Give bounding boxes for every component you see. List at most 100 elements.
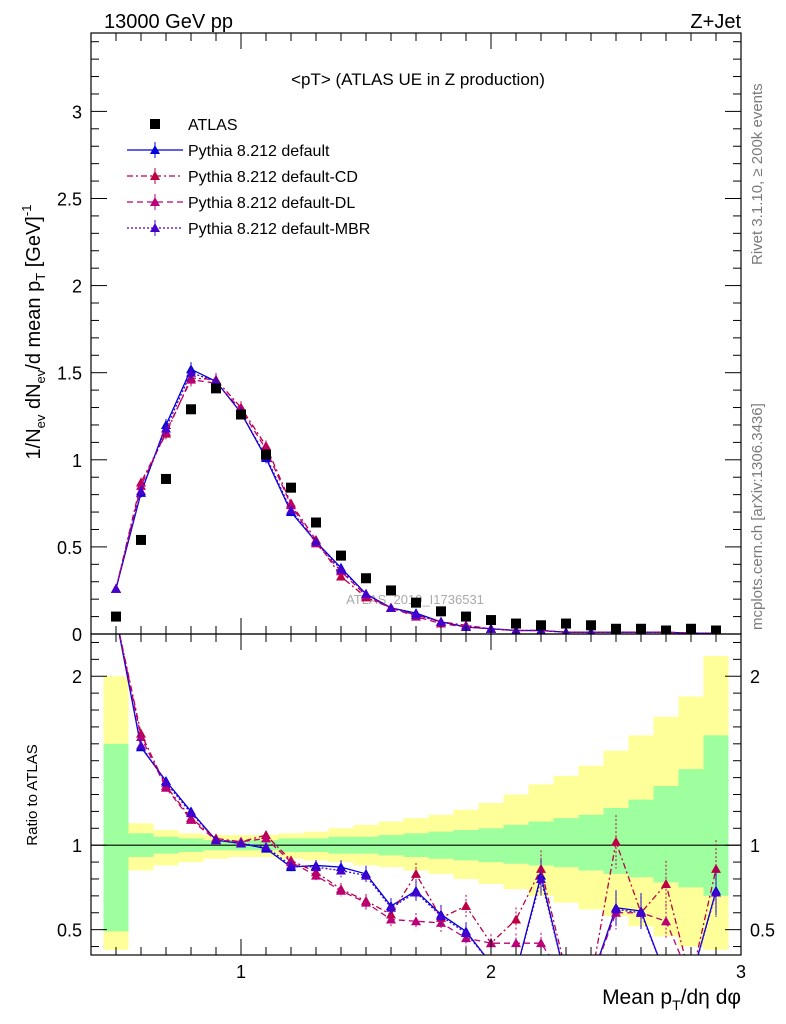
ratio-plot-area [91,655,741,950]
point-atlas [461,611,471,622]
x-tick-label: 2 [486,962,496,982]
legend-label-data: ATLAS [188,117,238,134]
ratio-point-mbr [636,907,646,917]
point-atlas [111,611,121,622]
ratio-point-mbr [661,972,671,981]
point-mbr [336,564,346,574]
ratio-point-cd [561,967,571,976]
point-atlas [136,534,146,545]
ratio-point-dl [261,833,271,843]
legend-marker-dl [150,197,160,206]
y-tick-label: 1.5 [57,364,82,384]
ratio-point-mbr [261,841,271,851]
point-mbr [161,423,171,433]
point-atlas [361,573,371,584]
ratio-point-dl [536,938,546,948]
ratio-point-mbr [336,865,346,875]
point-mbr [211,376,221,386]
point-atlas [561,618,571,629]
ratio-y-axis-title: Ratio to ATLAS [24,744,41,845]
point-atlas [186,404,196,415]
point-atlas [286,482,296,493]
point-mbr [136,486,146,496]
point-atlas [261,449,271,460]
ratio-point-dl [561,975,571,984]
uncertainty-bands [103,655,729,950]
y-tick-label: 3 [72,102,82,122]
legend-label-mbr: Pythia 8.212 default-MBR [188,221,370,238]
ratio-point-cd [461,901,471,911]
ratio-point-mbr [411,887,421,897]
ratio-point-cd [536,863,546,873]
ratio-point-mbr [186,808,196,818]
ratio-point-default [511,967,521,976]
ratio-point-mbr [386,902,396,912]
point-dl [286,500,296,510]
ratio-point-mbr [536,873,546,883]
ratio-point-default [661,972,671,981]
ratio-point-dl [386,914,396,924]
ratio-point-dl [361,897,371,907]
x-axis-title: Mean pT/dη dφ [602,986,741,1013]
legend-label-default: Pythia 8.212 default [188,143,330,160]
ratio-point-mbr [586,975,596,984]
point-mbr [361,588,371,598]
ratio-point-cd [686,975,696,984]
legend-marker-atlas [150,119,160,129]
ratio-point-dl [711,975,721,984]
ratio-point-dl [511,938,521,948]
point-atlas [511,618,521,629]
legend-label-cd: Pythia 8.212 default-CD [188,169,358,186]
ratio-series-group [118,634,721,984]
ratio-point-dl [311,870,321,880]
ratio-point-mbr [611,904,621,914]
y-axis-title: 1/Nev dNev/d mean pT [GeV]-1 [19,205,48,460]
ratio-point-cd [611,836,621,846]
ratio-point-mbr [511,967,521,976]
uncertainty-band-outer [103,655,729,950]
y-tick-label: 1 [72,451,82,471]
ratio-point-dl [161,782,171,792]
ratio-point-mbr [461,928,471,938]
rivet-version-label: Rivet 3.1.10, ≥ 200k events [749,83,766,265]
point-atlas [336,550,346,561]
point-atlas [161,473,171,484]
mcplots-label: mcplots.cern.ch [arXiv:1306.3436] [749,403,766,630]
ratio-point-default [586,975,596,984]
y-tick-label: 0.5 [57,538,82,558]
legend-label-dl: Pythia 8.212 default-DL [188,195,355,212]
ratio-y-tick-label-right: 0.5 [750,921,775,941]
ratio-point-dl [686,975,696,984]
ratio-point-cd [411,868,421,878]
y-tick-label: 2.5 [57,189,82,209]
ratio-point-mbr [561,975,571,984]
ratio-y-tick-label-left: 1 [72,836,82,856]
ratio-point-mbr [236,838,246,848]
ratio-point-default [686,975,696,984]
point-atlas [411,597,421,608]
ratio-point-mbr [436,911,446,921]
ratio-point-dl [586,975,596,984]
point-atlas [236,409,246,420]
point-dl [136,480,146,490]
ratio-point-cd [586,975,596,984]
x-tick-label: 3 [736,962,746,982]
ratio-point-dl [436,917,446,927]
ratio-point-cd [661,879,671,889]
x-tick-label: 1 [236,962,246,982]
point-mbr [436,616,446,626]
plot-title: <pT> (ATLAS UE in Z production) [291,70,545,89]
point-mbr [411,609,421,619]
ratio-y-tick-label-right: 1 [750,836,760,856]
point-mbr [111,583,121,593]
ratio-point-mbr [686,975,696,984]
ratio-y-tick-label-left: 0.5 [57,921,82,941]
ratio-y-tick-label-left: 2 [72,667,82,687]
point-atlas [536,620,546,631]
ratio-point-mbr [211,835,221,845]
y-tick-label: 2 [72,277,82,297]
ratio-point-cd [511,914,521,924]
point-atlas [386,585,396,596]
ratio-point-mbr [286,860,296,870]
